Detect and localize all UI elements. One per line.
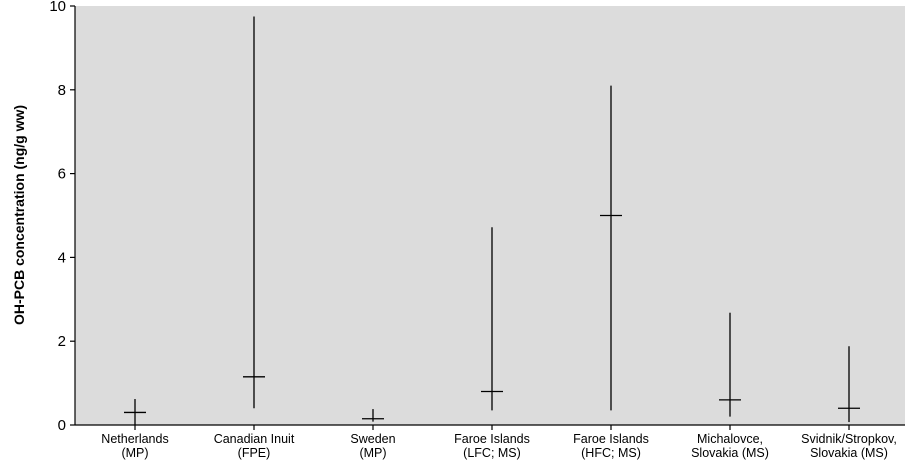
x-tick-label: Michalovce, Slovakia (MS) (691, 432, 769, 460)
x-tick-label-line1: Svidnik/Stropkov, (801, 432, 897, 446)
x-axis: Netherlands (MP)Canadian Inuit (FPE)Sweden… (75, 424, 905, 460)
x-tick-label-line2: (HFC; MS) (581, 446, 641, 460)
x-tick-label-line2: (LFC; MS) (463, 446, 521, 460)
x-tick-label: Canadian Inuit (FPE) (214, 432, 295, 460)
x-tick-label: Faroe Islands (HFC; MS) (573, 432, 649, 460)
y-axis: 0 2 4 6 8 10 (49, 0, 76, 434)
x-tick-label: Faroe Islands (LFC; MS) (454, 432, 530, 460)
x-tick-label-line2: (FPE) (238, 446, 271, 460)
plot-area (75, 6, 905, 425)
x-tick-label-line1: Faroe Islands (454, 432, 530, 446)
range-marks (124, 16, 860, 425)
x-tick-label-line1: Canadian Inuit (214, 432, 295, 446)
y-tick-label: 2 (58, 333, 66, 350)
x-tick-label-line2: Slovakia (MS) (810, 446, 888, 460)
x-tick-label-line1: Sweden (350, 432, 395, 446)
x-tick-label: Svidnik/Stropkov, Slovakia (MS) (801, 432, 897, 460)
y-axis-label: OH-PCB concentration (ng/g ww) (11, 105, 27, 325)
x-tick-label-line1: Michalovce, (697, 432, 763, 446)
y-tick-label: 0 (58, 417, 66, 434)
y-tick-label: 4 (58, 249, 66, 266)
x-tick-label-line2: (MP) (121, 446, 148, 460)
x-tick-label: Netherlands (MP) (101, 432, 168, 460)
x-tick-label-line2: (MP) (359, 446, 386, 460)
x-tick-label: Sweden (MP) (350, 432, 395, 460)
y-tick-label: 8 (58, 82, 66, 99)
x-tick-label-line2: Slovakia (MS) (691, 446, 769, 460)
x-tick-label-line1: Netherlands (101, 432, 168, 446)
x-tick-label-line1: Faroe Islands (573, 432, 649, 446)
y-tick-label: 10 (49, 0, 66, 15)
y-tick-label: 6 (58, 166, 66, 183)
